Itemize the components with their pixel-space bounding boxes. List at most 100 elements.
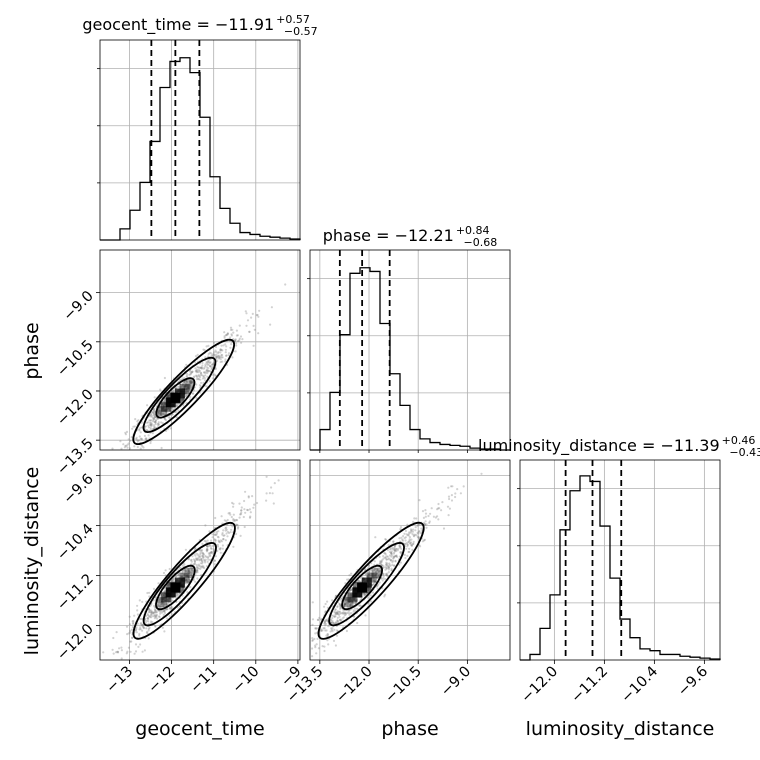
scatter-point (410, 538, 413, 541)
density-cell-0-1-5 (174, 393, 185, 404)
scatter-point (160, 603, 163, 606)
scatter-point (234, 350, 237, 353)
scatter-point (177, 409, 180, 412)
xtick-label-geocent_time-3: −10 (230, 664, 263, 697)
scatter-point (205, 555, 208, 559)
scatter-point (396, 549, 399, 552)
scatter-point (320, 629, 323, 633)
scatter-point (155, 419, 158, 422)
scatter-point (197, 554, 200, 558)
scatter-point (175, 574, 178, 578)
scatter-point (248, 330, 251, 333)
scatter-point (399, 526, 403, 529)
scatter-point (407, 540, 410, 543)
scatter-point (207, 359, 210, 363)
scatter-point (387, 566, 390, 569)
scatter-point (376, 584, 379, 587)
scatter-point (179, 386, 182, 389)
scatter-point (159, 610, 162, 614)
scatter-point (153, 415, 156, 419)
scatter-point (245, 312, 248, 315)
scatter-point (165, 608, 168, 611)
scatter-point (224, 351, 227, 354)
scatter-point (207, 369, 211, 372)
scatter-point (394, 559, 397, 563)
scatter-point (387, 568, 390, 571)
hist-luminosity_distance (520, 475, 721, 661)
scatter-point (158, 599, 161, 602)
scatter-point (195, 552, 198, 555)
scatter-point (219, 355, 222, 358)
scatter-point (322, 627, 325, 630)
scatter-point (116, 650, 120, 653)
scatter-point (185, 375, 188, 378)
scatter-point (412, 528, 415, 531)
scatter-point (167, 602, 170, 605)
scatter-point (342, 616, 345, 619)
scatter-point (347, 611, 350, 615)
scatter-point (196, 565, 199, 568)
scatter-point (157, 424, 160, 427)
scatter-point (209, 370, 212, 373)
scatter-point (385, 564, 388, 567)
scatter-point (155, 596, 158, 599)
scatter-point (215, 355, 218, 359)
scatter-point (425, 523, 428, 526)
contour-1-2-0 (341, 564, 383, 611)
panel-1-1-frame (309, 249, 511, 451)
scatter-point (222, 529, 225, 532)
scatter-point (401, 539, 405, 542)
scatter-point (336, 620, 339, 623)
scatter-point (211, 552, 214, 555)
scatter-point (129, 439, 132, 442)
scatter-point (201, 554, 204, 558)
scatter-point (381, 579, 384, 582)
scatter-point (151, 416, 155, 420)
scatter-point (241, 338, 244, 341)
scatter-point (392, 557, 395, 560)
scatter-point (424, 509, 427, 512)
scatter-point (339, 606, 342, 609)
scatter-point (193, 560, 196, 563)
scatter-point (363, 593, 366, 596)
scatter-point (423, 523, 426, 526)
scatter-point (352, 610, 355, 613)
scatter-point (145, 438, 148, 441)
scatter-point (134, 650, 138, 653)
scatter-point (437, 518, 440, 521)
scatter-point (364, 593, 367, 596)
scatter-point (163, 376, 166, 380)
scatter-point (219, 351, 222, 354)
scatter-point (195, 368, 198, 371)
scatter-point (197, 371, 200, 374)
contour-0-1-1 (142, 356, 217, 433)
scatter-point (438, 507, 441, 510)
density-cell-0-2-8 (157, 597, 168, 607)
scatter-point (333, 610, 336, 613)
scatter-point (195, 378, 198, 381)
scatter-point (163, 609, 166, 612)
scatter-point (387, 571, 390, 574)
scatter-point (234, 339, 237, 342)
scatter-point (385, 555, 388, 558)
scatter-point (202, 375, 205, 378)
scatter-point (385, 561, 388, 564)
scatter-point (230, 343, 233, 346)
scatter-point (399, 551, 402, 554)
scatter-point (412, 520, 415, 524)
scatter-point (346, 606, 350, 609)
scatter-point (412, 542, 415, 546)
scatter-point (379, 562, 382, 565)
scatter-point (154, 609, 157, 612)
scatter-point (412, 542, 415, 545)
scatter-point (409, 528, 413, 531)
xtick-label-geocent_time-0: −13 (103, 664, 136, 697)
scatter-point (199, 565, 202, 568)
scatter-point (149, 423, 152, 426)
scatter-point (125, 430, 129, 433)
scatter-point (195, 566, 198, 569)
xtick-label-geocent_time-2: −11 (188, 664, 221, 697)
scatter-point (384, 538, 387, 541)
scatter-point (393, 549, 396, 552)
scatter-point (150, 421, 153, 424)
